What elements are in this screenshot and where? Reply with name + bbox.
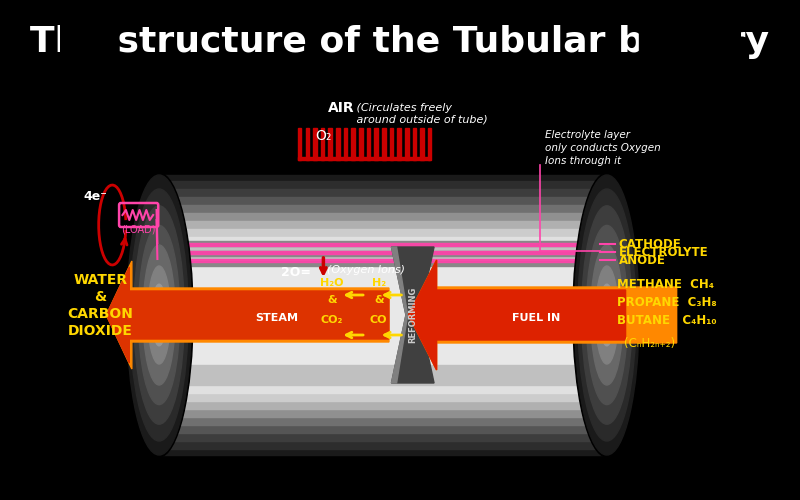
Text: ANODE: ANODE (618, 254, 666, 266)
Text: PROPANE  C₃H₈: PROPANE C₃H₈ (617, 296, 717, 310)
Bar (306, 128, 309, 160)
Text: Electrolyte layer: Electrolyte layer (545, 130, 630, 140)
Bar (313, 128, 317, 160)
Ellipse shape (578, 189, 636, 441)
Text: BUTANE   C₄H₁₀: BUTANE C₄H₁₀ (617, 314, 717, 328)
Ellipse shape (134, 206, 184, 424)
Polygon shape (391, 247, 408, 383)
Ellipse shape (148, 266, 170, 364)
Bar (374, 128, 378, 160)
Bar (382, 128, 386, 160)
Bar (174, 251, 591, 256)
Bar (428, 128, 431, 160)
Ellipse shape (126, 175, 191, 455)
Polygon shape (409, 260, 626, 370)
Text: around outside of tube): around outside of tube) (353, 115, 488, 125)
Text: CATHODE: CATHODE (618, 238, 682, 250)
Bar (51, 0, 118, 500)
Bar (398, 128, 401, 160)
Text: AIR: AIR (328, 101, 354, 115)
Ellipse shape (125, 173, 193, 457)
Text: WATER: WATER (74, 273, 127, 287)
Bar (158, 189, 609, 441)
Bar (158, 205, 609, 425)
Ellipse shape (586, 226, 627, 404)
Ellipse shape (138, 226, 180, 404)
Polygon shape (409, 260, 677, 370)
Bar (158, 245, 609, 265)
Text: &: & (374, 295, 383, 305)
Bar (359, 128, 362, 160)
Bar (158, 221, 609, 409)
Bar (421, 128, 424, 160)
Ellipse shape (573, 173, 641, 457)
Bar (158, 197, 609, 433)
Text: DIOXIDE: DIOXIDE (68, 324, 133, 338)
Bar (351, 128, 355, 160)
Ellipse shape (582, 206, 632, 424)
Polygon shape (106, 267, 389, 363)
Polygon shape (391, 247, 434, 383)
Bar (413, 128, 416, 160)
Bar (298, 157, 430, 160)
Bar (344, 128, 347, 160)
Text: (LOAD): (LOAD) (122, 225, 156, 235)
Bar (174, 261, 591, 266)
Ellipse shape (604, 301, 610, 329)
Bar (174, 251, 591, 254)
Bar (158, 213, 609, 417)
Text: STEAM: STEAM (255, 313, 298, 323)
Text: &: & (94, 290, 106, 304)
Ellipse shape (130, 189, 188, 441)
Text: (Circulates freely: (Circulates freely (353, 103, 452, 113)
Bar (639, 0, 800, 500)
Bar (390, 128, 393, 160)
Text: H₂O: H₂O (320, 278, 344, 288)
Bar (321, 128, 324, 160)
Bar (158, 181, 609, 449)
Bar (174, 241, 591, 246)
Text: 2O=: 2O= (281, 266, 311, 280)
Ellipse shape (156, 301, 162, 329)
Ellipse shape (595, 266, 618, 364)
Text: ELECTROLYTE: ELECTROLYTE (618, 246, 708, 258)
Text: FUEL IN: FUEL IN (512, 313, 560, 323)
Bar (174, 243, 591, 246)
Text: METHANE  CH₄: METHANE CH₄ (617, 278, 714, 291)
Ellipse shape (574, 175, 639, 455)
Text: (CₙH₂ₙ₊₂): (CₙH₂ₙ₊₂) (624, 336, 675, 349)
Bar (298, 128, 302, 160)
Ellipse shape (143, 245, 175, 385)
Bar (158, 365, 609, 385)
Text: 4e⁻: 4e⁻ (83, 190, 107, 203)
Bar (158, 245, 609, 385)
Text: CARBON: CARBON (67, 307, 134, 321)
Bar (329, 128, 332, 160)
Bar (336, 128, 339, 160)
Text: The structure of the Tubular battery: The structure of the Tubular battery (30, 25, 770, 59)
Ellipse shape (152, 284, 166, 346)
Bar (158, 237, 609, 393)
Text: O₂: O₂ (315, 129, 331, 143)
Bar (405, 128, 409, 160)
Polygon shape (106, 261, 389, 369)
Text: &: & (327, 295, 337, 305)
Text: REFORMING: REFORMING (408, 287, 418, 343)
Text: CO₂: CO₂ (321, 315, 343, 325)
Bar (367, 128, 370, 160)
Ellipse shape (590, 245, 623, 385)
Text: (Oxygen Ions): (Oxygen Ions) (327, 265, 405, 275)
Text: CO: CO (370, 315, 387, 325)
Ellipse shape (600, 284, 614, 346)
Text: Ions through it: Ions through it (545, 156, 621, 166)
Bar (158, 175, 609, 455)
Bar (158, 229, 609, 401)
Bar (174, 259, 591, 262)
Text: H₂: H₂ (372, 278, 386, 288)
Text: only conducts Oxygen: only conducts Oxygen (545, 143, 661, 153)
